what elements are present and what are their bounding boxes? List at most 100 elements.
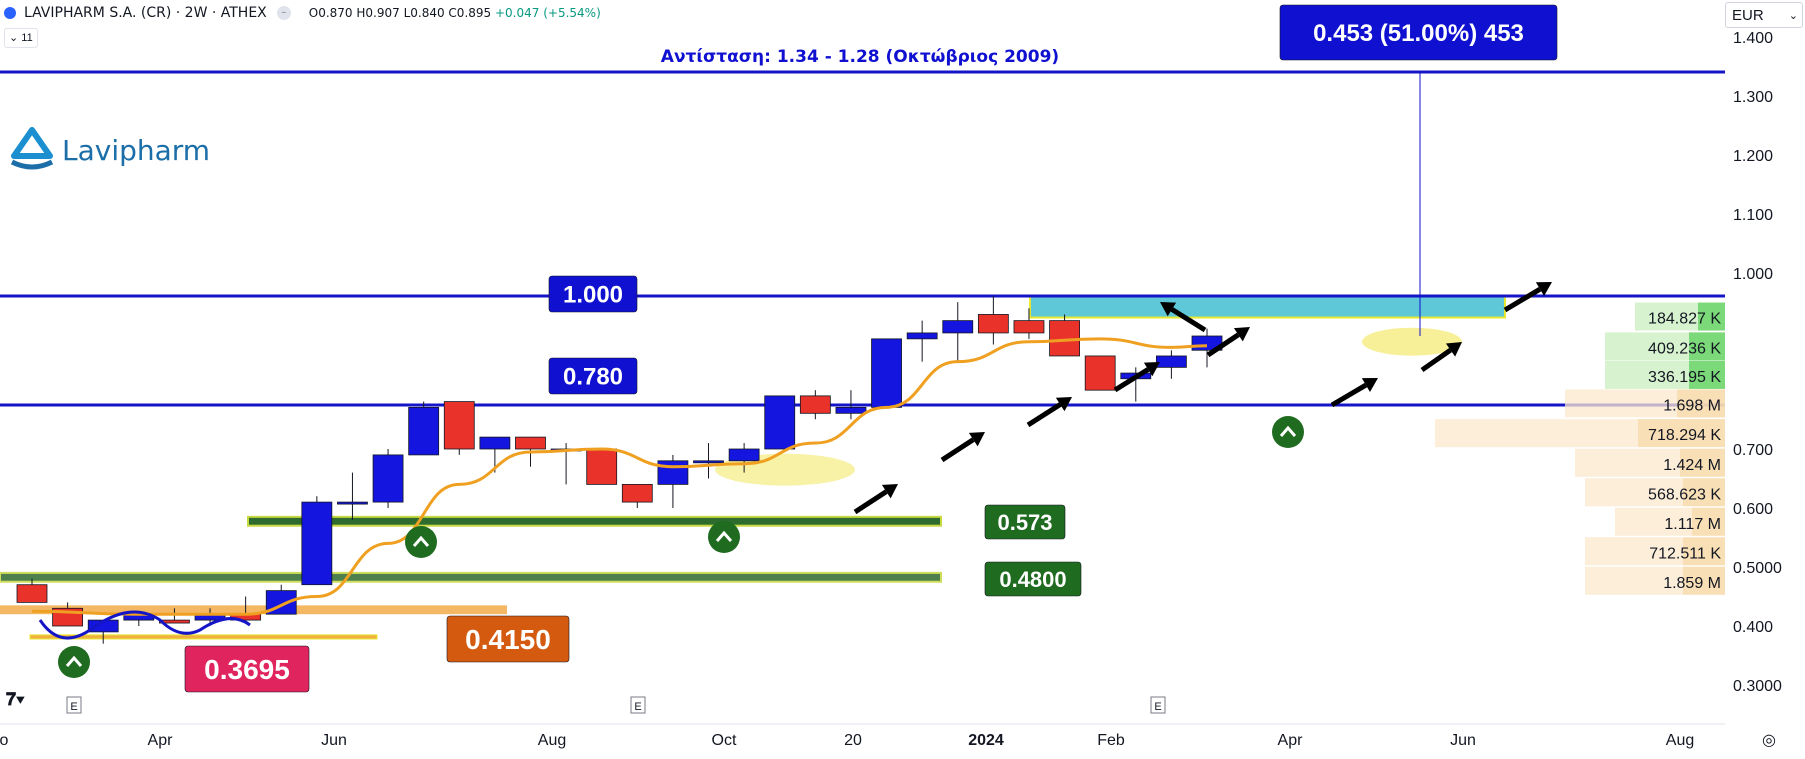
annotations-layer: 1.000 0.780 0.573 0.4800 0.4150 0.3695 0.453 (… [58,4,1558,693]
earnings-marker-label: E [1154,701,1161,713]
callout-03695-box [184,645,310,693]
volume-profile-bar-core [1689,332,1725,361]
candle-body [977,314,1009,334]
support-zone-0415 [0,605,507,615]
moving-average-layer [31,337,1208,640]
callout-1000-box [548,275,638,313]
candle-body [159,619,190,624]
volume-profile-label: 1.117 M [1664,516,1721,533]
measure-label: 0.453 (51.00%) 453 [1313,20,1524,47]
zones-layer [0,295,1506,640]
volume-profile-label: 1.698 M [1663,397,1721,414]
volume-profile-label: 718.294 K [1648,427,1721,444]
callout-1000: 1.000 [563,282,623,309]
symbol-logo-icon [4,7,16,19]
y-tick-label: 0.400 [1733,619,1773,636]
volume-profile: 184.827 K 409.236 K 336.195 K 1.698 M 718.29… [1435,302,1725,595]
y-tick-label: 0.600 [1733,501,1773,518]
up-marker-icon [405,526,437,558]
target-zone [1029,295,1506,319]
y-tick-label: 1.300 [1733,89,1773,106]
y-tick-label: 1.400 [1733,30,1773,47]
x-tick-label: Jun [1450,732,1476,749]
volume-profile-label: 1.859 M [1663,575,1721,592]
candle-body [1084,355,1116,391]
currency-label: EUR [1732,7,1764,24]
callout-0415: 0.4150 [465,624,551,655]
candle-body [621,483,653,503]
candle-body [479,436,511,450]
support-zone-0480 [0,571,942,583]
trend-arrow-shaft [1170,307,1207,333]
logo-text: Lavipharm [62,133,211,167]
trend-arrow-shaft [1026,402,1062,428]
y-tick-label: 1.100 [1733,207,1773,224]
ohlc-text: O0.870 H0.907 L0.840 C0.895 [308,6,492,20]
candle-body [443,401,475,450]
up-marker-icon [1272,416,1304,448]
volume-profile-bar-core [1680,448,1725,477]
candle-body [835,406,867,414]
volume-profile-bar-core [1683,537,1725,566]
callout-0780: 0.780 [563,364,623,391]
x-tick-label: Aug [538,732,566,749]
trend-arrow-shaft [1113,367,1150,393]
chart-header: LAVIPHARM S.A. (CR) · 2W · ATHEX – O0.87… [0,0,601,26]
indicators-toggle[interactable]: ⌄ 11 [4,28,38,48]
callout-0480-box [984,561,1082,597]
x-tick-label: 2024 [968,732,1004,749]
trend-arrow-head-icon [1445,342,1462,357]
trend-arrow-shaft [853,489,888,515]
trend-arrow-head-icon [1535,282,1552,297]
lavipharm-logo-icon [10,127,54,170]
currency-selector[interactable]: EUR ⌄ [1725,2,1803,28]
trend-arrow-head-icon [968,432,985,447]
candle-body [942,320,974,334]
x-tick-label: Feb [1097,732,1125,749]
trend-arrow-shaft [1503,287,1542,313]
trend-arrow-head-icon [1233,327,1250,342]
volume-profile-label: 568.623 K [1648,486,1721,503]
symbol-title[interactable]: LAVIPHARM S.A. (CR) · 2W · ATHEX [24,5,267,21]
callout-0573-box [984,504,1066,540]
candle-body [657,460,689,485]
candle-body [871,338,902,408]
change-text: +0.047 (+5.54%) [494,6,601,20]
volume-profile-bar-core [1683,478,1725,507]
candle-body [408,406,440,456]
candle-body [906,332,938,340]
trend-arrow-shaft [1330,382,1368,408]
y-tick-label: 0.700 [1733,442,1773,459]
x-tick-label: Aug [1666,732,1694,749]
up-chevron-icon [65,655,83,667]
x-tick-label: Oct [712,732,737,749]
trend-arrow-shaft [1206,332,1240,358]
callout-0573: 0.573 [997,510,1052,535]
y-tick-label: 1.200 [1733,148,1773,165]
volume-profile-label: 336.195 K [1648,369,1721,386]
up-chevron-icon [412,535,430,547]
volume-profile-bar-core [1692,507,1725,536]
eye-icon[interactable]: – [276,6,291,20]
earnings-marker [630,696,646,714]
settings-icon[interactable]: ◎ [1762,732,1776,749]
candle-body [799,395,831,414]
price-axis-bg [1725,0,1805,759]
candle-body [1155,355,1187,368]
volume-profile-bar-core [1698,302,1725,331]
y-tick-label: 1.000 [1733,266,1773,283]
volume-profile-label: 712.511 K [1649,545,1721,562]
callout-03695: 0.3695 [204,654,290,685]
volume-profile-bar-core [1689,360,1725,389]
earnings-marker [1150,696,1166,714]
trend-arrow-shaft [940,437,975,463]
measure-label-box [1279,4,1558,61]
candle-body [586,448,618,485]
candles-layer [16,296,1223,644]
volume-profile-label: 184.827 K [1648,311,1721,328]
up-chevron-icon [1279,425,1297,437]
support-zone-0369 [29,634,378,640]
candle-body [337,501,368,505]
volume-profile-bar-core [1638,419,1725,448]
